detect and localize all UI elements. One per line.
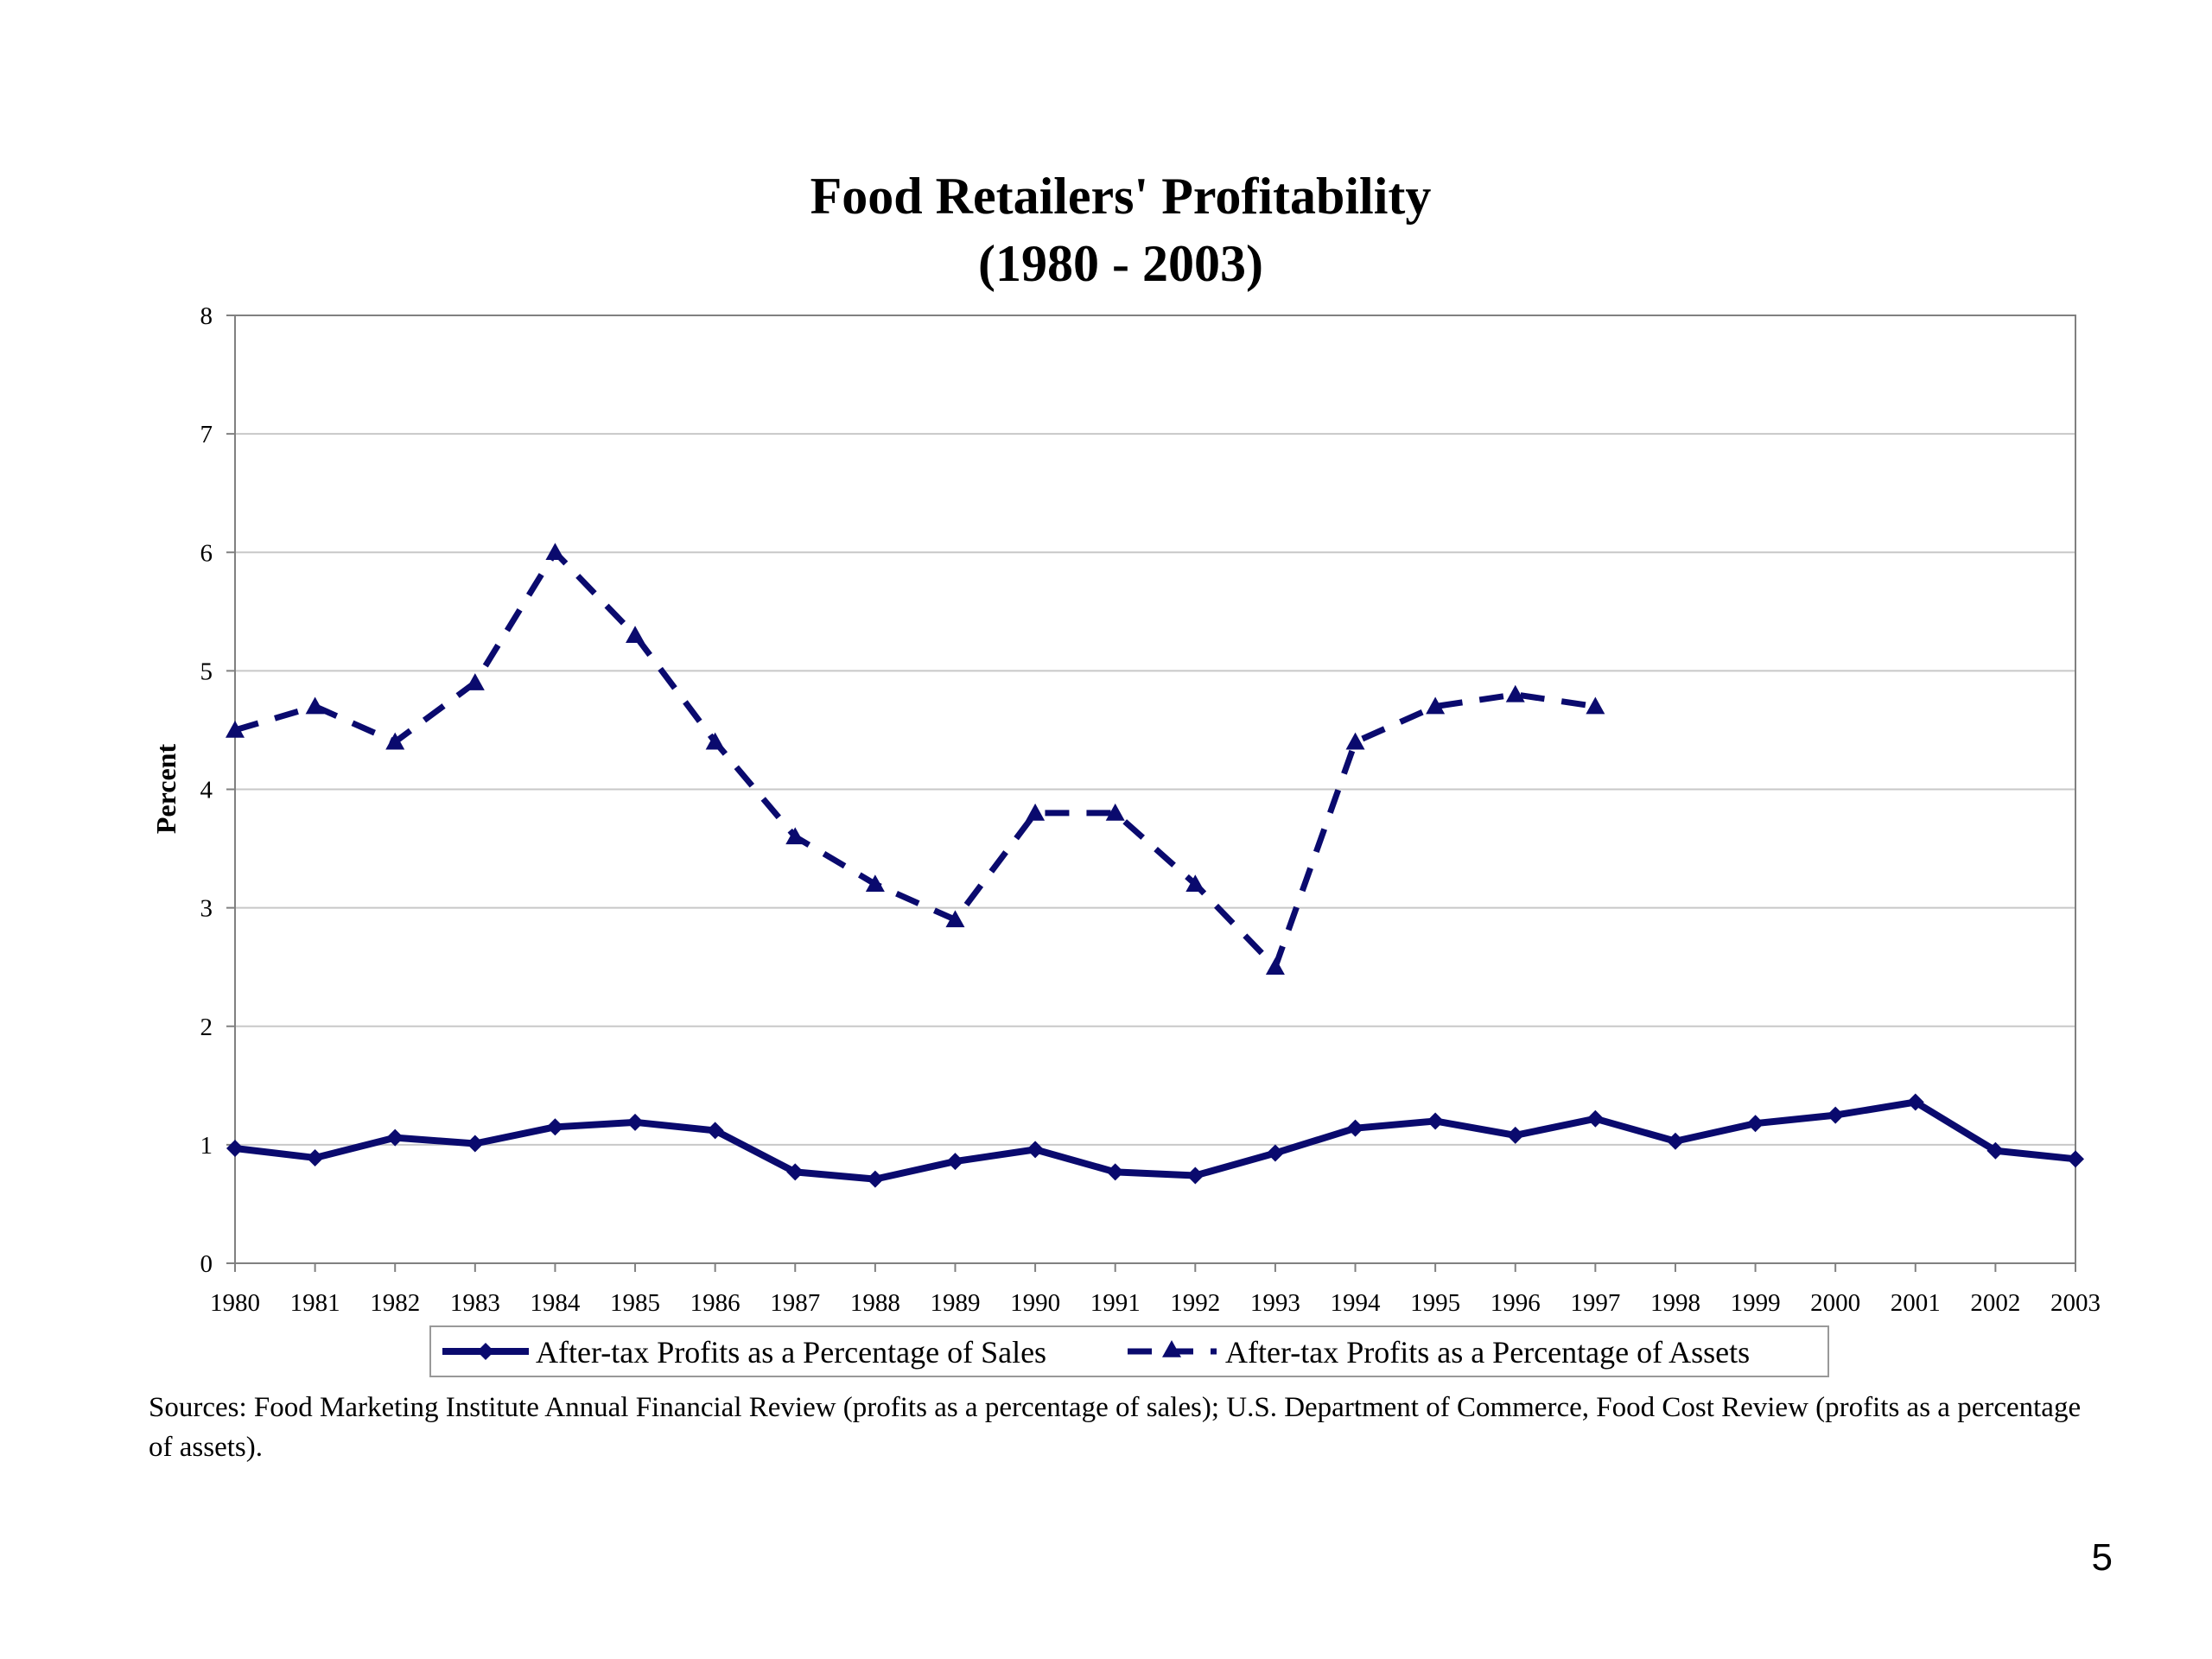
data-point-assets <box>545 543 565 561</box>
x-tick-label: 1981 <box>290 1289 340 1317</box>
x-tick-label: 1996 <box>1491 1289 1541 1317</box>
x-tick-label: 1990 <box>1010 1289 1060 1317</box>
x-axis-ticks: 1980 1981 1982 1983 1984 1985 1986 1987 1988 1989… <box>210 1263 2101 1317</box>
x-tick-label: 1994 <box>1331 1289 1382 1317</box>
chart-title: Food Retailers' Profitability <box>810 168 1432 225</box>
x-tick-label: 1987 <box>770 1289 820 1317</box>
page-number: 5 <box>2091 1536 2113 1579</box>
data-point-sales <box>1666 1132 1684 1150</box>
y-tick-label: 4 <box>200 777 213 804</box>
legend-label-sales: After-tax Profits as a Percentage of Sal… <box>536 1335 1046 1370</box>
y-axis-label: Percent <box>150 744 181 835</box>
series-group <box>226 543 2084 1188</box>
data-point-assets <box>385 732 405 750</box>
x-tick-label: 2003 <box>2050 1289 2101 1317</box>
data-point-assets <box>785 827 805 845</box>
y-tick-label: 2 <box>200 1014 213 1041</box>
x-tick-label: 1997 <box>1570 1289 1620 1317</box>
data-point-assets <box>1426 696 1446 715</box>
data-point-assets <box>1105 803 1125 821</box>
data-point-sales <box>466 1135 484 1153</box>
y-tick-label: 5 <box>200 658 213 685</box>
data-point-assets <box>1026 803 1046 821</box>
data-point-sales <box>1746 1115 1764 1133</box>
data-point-sales <box>1186 1166 1205 1185</box>
x-tick-label: 2000 <box>1810 1289 1860 1317</box>
data-point-assets <box>305 696 325 715</box>
x-tick-label: 1986 <box>690 1289 741 1317</box>
gridlines <box>235 433 2075 1146</box>
legend: After-tax Profits as a Percentage of Sal… <box>429 1325 1829 1377</box>
data-point-sales <box>1427 1112 1445 1130</box>
data-point-assets <box>626 626 645 644</box>
x-tick-label: 1991 <box>1090 1289 1141 1317</box>
y-axis-ticks: 0 1 2 3 4 5 6 7 8 <box>200 302 235 1278</box>
y-tick-label: 3 <box>200 895 213 923</box>
legend-symbol-assets <box>1128 1340 1217 1357</box>
data-point-sales <box>1586 1109 1605 1128</box>
data-point-assets <box>1586 696 1605 715</box>
data-point-assets <box>1345 732 1365 750</box>
data-point-sales <box>1827 1106 1845 1124</box>
data-point-assets <box>865 874 885 892</box>
y-tick-label: 1 <box>200 1132 213 1160</box>
y-tick-label: 0 <box>200 1250 213 1278</box>
sources-note: Sources: Food Marketing Institute Annual… <box>149 1392 2082 1463</box>
data-point-assets <box>1265 957 1285 975</box>
x-tick-label: 1995 <box>1410 1289 1460 1317</box>
x-tick-label: 1989 <box>930 1289 980 1317</box>
data-point-sales <box>546 1118 564 1136</box>
x-tick-label: 1984 <box>530 1289 581 1317</box>
legend-marker-sales <box>477 1343 494 1360</box>
y-tick-label: 8 <box>200 302 213 330</box>
x-tick-label: 1983 <box>450 1289 500 1317</box>
legend-label-assets: After-tax Profits as a Percentage of Ass… <box>1225 1335 1750 1370</box>
x-tick-label: 1992 <box>1170 1289 1220 1317</box>
legend-symbol-sales <box>442 1343 529 1360</box>
data-point-sales <box>306 1148 324 1166</box>
data-point-sales <box>946 1153 964 1171</box>
data-point-sales <box>626 1113 645 1131</box>
data-point-sales <box>866 1170 884 1188</box>
chart-subtitle: (1980 - 2003) <box>978 235 1263 292</box>
data-point-assets <box>226 720 245 738</box>
data-point-sales <box>706 1122 724 1140</box>
legend-marker-assets <box>1162 1340 1181 1357</box>
data-point-assets <box>705 732 725 750</box>
data-point-assets <box>945 910 965 928</box>
x-tick-label: 1998 <box>1650 1289 1700 1317</box>
data-point-sales <box>786 1163 804 1181</box>
x-tick-label: 1993 <box>1250 1289 1300 1317</box>
data-point-sales <box>1986 1141 2005 1160</box>
y-tick-label: 7 <box>200 421 213 448</box>
data-point-sales <box>386 1128 404 1147</box>
x-tick-label: 1980 <box>210 1289 260 1317</box>
data-point-sales <box>1346 1119 1364 1137</box>
x-tick-label: 2002 <box>1970 1289 2020 1317</box>
data-point-assets <box>1185 874 1205 892</box>
x-tick-label: 1985 <box>610 1289 660 1317</box>
data-point-sales <box>2067 1150 2084 1168</box>
data-point-sales <box>1266 1144 1284 1162</box>
x-tick-label: 1988 <box>850 1289 900 1317</box>
data-point-sales <box>1106 1163 1124 1181</box>
x-tick-label: 1999 <box>1731 1289 1781 1317</box>
x-tick-label: 1982 <box>370 1289 420 1317</box>
series-line-sales <box>234 1098 2076 1183</box>
series-line-assets <box>234 549 1596 970</box>
x-tick-label: 2001 <box>1891 1289 1941 1317</box>
y-tick-label: 6 <box>200 539 213 567</box>
data-point-assets <box>465 673 485 690</box>
data-point-sales <box>226 1139 244 1157</box>
data-point-assets <box>1505 684 1525 702</box>
data-point-sales <box>1506 1126 1524 1144</box>
data-point-sales <box>1906 1093 1924 1111</box>
data-point-sales <box>1027 1141 1045 1159</box>
